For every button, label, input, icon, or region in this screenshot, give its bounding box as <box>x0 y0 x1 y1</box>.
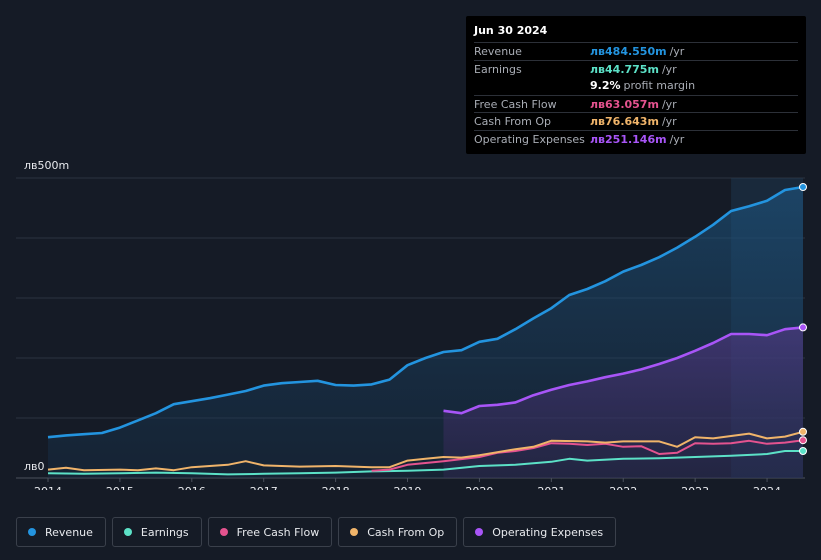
tooltip-row-unit: /yr <box>669 45 685 58</box>
earnings-line <box>47 450 803 476</box>
legend-dot-icon <box>28 528 36 536</box>
tooltip-row-label: Free Cash Flow <box>474 97 557 111</box>
tooltip-row-label: Revenue <box>474 45 522 58</box>
earnings-end-dot <box>799 447 807 455</box>
tooltip-row-value: лв44.775m <box>590 62 659 76</box>
legend-item-free-cash-flow[interactable]: Free Cash Flow <box>207 517 333 547</box>
series-lines <box>47 185 804 476</box>
tooltip-row-unit: /yr <box>661 97 677 111</box>
tooltip-row: Earnings лв44.775m/yr <box>474 59 798 78</box>
legend-label: Free Cash Flow <box>236 525 320 539</box>
tooltip-row: 9.2% profit margin <box>474 77 798 95</box>
tooltip-date: Jun 30 2024 <box>474 24 548 37</box>
x-tick-label: 2014 <box>34 485 62 490</box>
tooltip-row: Free Cash Flow лв63.057m/yr <box>474 94 798 113</box>
legend-item-cash-from-op[interactable]: Cash From Op <box>338 517 458 547</box>
legend-label: Earnings <box>140 525 189 539</box>
legend-dot-icon <box>475 528 484 536</box>
tooltip-row-value: лв251.146m <box>590 132 667 146</box>
cash-from-op-end-dot <box>799 427 807 436</box>
tooltip-row-value: 9.2% <box>590 79 621 92</box>
free-cash-flow-line <box>371 439 804 472</box>
x-tick-label: 2020 <box>465 485 493 490</box>
tooltip-panel: Jun 30 2024 Revenue лв484.550m/yr Earnings… <box>466 16 806 154</box>
legend-dot-icon <box>123 528 132 536</box>
x-tick-label: 2015 <box>106 485 134 490</box>
tooltip-row-label: Operating Expenses <box>474 132 585 146</box>
legend-label: Revenue <box>45 525 93 539</box>
operating-expenses-end-dot <box>799 323 807 332</box>
tooltip-row-value: лв484.550m <box>590 45 667 58</box>
series-end-dots <box>799 183 807 455</box>
x-axis-ticks: 2014 2015 2016 2017 2018 2019 2020 2021 2022 2023… <box>34 478 781 490</box>
tooltip-row: Operating Expenses лв251.146m/yr <box>474 129 798 148</box>
legend-label: Cash From Op <box>367 525 445 539</box>
legend-item-revenue[interactable]: Revenue <box>16 517 106 547</box>
y-axis-zero-label: лв0 <box>24 460 45 473</box>
tooltip-row-label: Cash From Op <box>474 115 552 128</box>
y-axis-max-label: лв500m <box>24 159 69 172</box>
tooltip-row-label <box>474 77 590 95</box>
chart-area: лв500m лв0 20142015201620172018201920202… <box>16 159 807 490</box>
tooltip-row-unit: profit margin <box>623 79 696 92</box>
legend-dot-icon <box>350 528 359 536</box>
x-tick-label: 2024 <box>753 485 781 490</box>
tooltip-row-unit: /yr <box>669 132 685 146</box>
x-tick-label: 2023 <box>681 485 709 490</box>
tooltip-row-unit: /yr <box>661 62 677 76</box>
tooltip-row: Cash From Op лв76.643m/yr <box>474 112 798 130</box>
tooltip-row: Revenue лв484.550m/yr <box>474 42 798 60</box>
free-cash-flow-end-dot <box>799 436 807 445</box>
area-fills <box>48 187 803 478</box>
revenue-end-dot <box>799 183 807 191</box>
x-tick-label: 2018 <box>322 485 350 490</box>
operating-expenses-area <box>443 327 803 478</box>
x-tick-label: 2017 <box>250 485 278 490</box>
legend-dot-icon <box>219 528 228 536</box>
tooltip-row-value: лв63.057m <box>590 97 659 111</box>
tooltip-row-unit: /yr <box>661 115 677 128</box>
x-tick-label: 2021 <box>537 485 565 490</box>
revenue-line <box>47 185 804 439</box>
legend-item-earnings[interactable]: Earnings <box>111 517 202 547</box>
legend: Revenue Earnings Free Cash Flow Cash From O… <box>16 517 617 547</box>
cash-from-op-line <box>47 430 804 472</box>
operating-expenses-line <box>443 326 804 415</box>
tooltip-row-label: Earnings <box>474 62 522 76</box>
tooltip-row-value: лв76.643m <box>590 115 659 128</box>
legend-label: Operating Expenses <box>492 525 604 539</box>
x-tick-label: 2022 <box>609 485 637 490</box>
x-tick-label: 2016 <box>178 485 206 490</box>
legend-item-operating-expenses[interactable]: Operating Expenses <box>463 517 617 547</box>
x-tick-label: 2019 <box>394 485 422 490</box>
